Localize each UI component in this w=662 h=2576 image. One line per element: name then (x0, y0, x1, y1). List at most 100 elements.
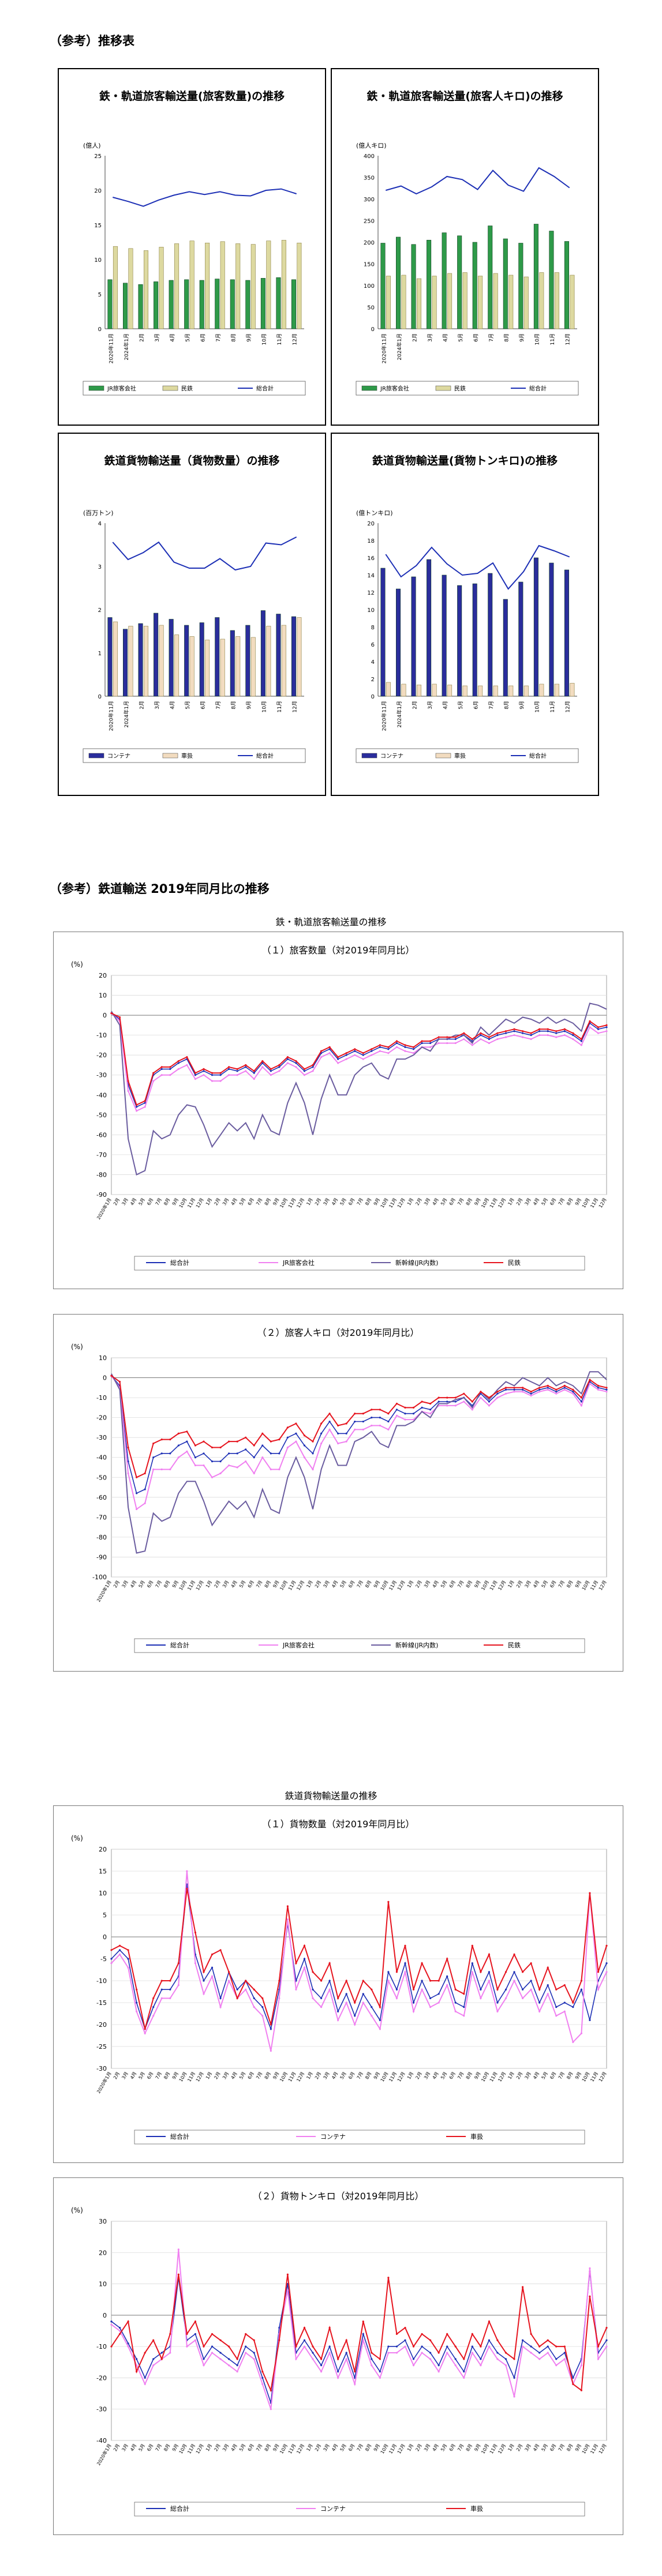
x-tick-label: 8月 (465, 1580, 473, 1589)
series-point (186, 1440, 188, 1443)
x-tick-label: 2月 (213, 2071, 221, 2081)
series-point (345, 1422, 347, 1425)
x-tick-label: 8月 (566, 1580, 574, 1589)
series-point (404, 1418, 406, 1421)
series-point (312, 1066, 314, 1068)
x-tick-label: 4月 (442, 701, 448, 709)
series-point (446, 1042, 448, 1045)
unit-label: (百万トン) (83, 509, 114, 517)
series-point (437, 1042, 440, 1045)
x-tick-label: 5月 (185, 333, 191, 342)
x-tick-label: 3月 (524, 1580, 532, 1589)
series-point (236, 1988, 238, 1991)
series-point (471, 1400, 473, 1403)
x-tick-label: 1月 (205, 1197, 213, 1207)
series-point (437, 1400, 440, 1403)
bar-a (245, 280, 250, 329)
x-tick-label: 10月 (534, 701, 541, 712)
series-line-total (386, 167, 570, 195)
x-tick-label: 3月 (222, 2443, 230, 2453)
y-tick-label: -80 (96, 1171, 107, 1178)
x-tick-label: 3月 (322, 1197, 330, 1207)
series-point (362, 1413, 364, 1415)
x-tick-label: 8月 (231, 701, 237, 709)
y-tick-label: -90 (96, 1553, 107, 1561)
series-point (605, 1024, 608, 1026)
x-tick-label: 7月 (488, 701, 495, 709)
series-point (513, 1034, 515, 1037)
bar-a (245, 625, 250, 697)
series-point (521, 1387, 524, 1389)
x-tick-label: 7月 (155, 1580, 163, 1589)
series-point (538, 1034, 541, 1037)
series-point (278, 1980, 280, 1982)
x-tick-label: 4月 (230, 2071, 238, 2081)
series-point (345, 1052, 347, 1054)
series-point (421, 2333, 423, 2335)
x-tick-label: 7月 (457, 2071, 465, 2081)
bar-a (442, 574, 447, 697)
series-point (421, 2345, 423, 2348)
series-point (362, 2320, 364, 2323)
x-tick-label: 6月 (347, 1197, 356, 1207)
series-point (160, 1452, 163, 1455)
series-point (261, 1062, 264, 1064)
series-point (555, 1036, 558, 1038)
y-tick-label: -50 (96, 1111, 107, 1119)
unit-label: (%) (71, 2206, 83, 2214)
x-tick-label: 9月 (519, 701, 525, 709)
series-line (111, 1375, 607, 1478)
x-tick-label: 4月 (230, 1580, 238, 1589)
x-tick-label: 3月 (222, 1580, 230, 1589)
panel-freight-ton-km: 鉄道貨物輸送量(貨物トンキロ)の推移 (億トンキロ) 0 2 4 6 8 10 12 14 16 1… (331, 433, 599, 796)
series-line (111, 1012, 607, 1112)
series-point (521, 2286, 524, 2288)
series-point (354, 2002, 356, 2004)
series-point (429, 1413, 432, 1415)
series-point (286, 2273, 289, 2275)
bar-a (427, 239, 432, 329)
series-point (328, 1052, 331, 1054)
series-point (412, 1046, 415, 1048)
series-point (295, 1062, 297, 1064)
series-point (513, 2376, 515, 2379)
bar-b (159, 625, 164, 697)
series-point (136, 1103, 138, 1106)
series-point (437, 1993, 440, 1995)
legend-label: コンテナ (320, 2133, 346, 2141)
series-point (203, 2358, 205, 2360)
series-point (136, 1476, 138, 1478)
series-point (395, 1997, 398, 1999)
series-point (429, 1046, 432, 1048)
x-tick-label: 4月 (432, 2071, 440, 2081)
legend-label: 総合計 (170, 2504, 189, 2513)
series-point (194, 1078, 197, 1080)
series-point (152, 2015, 155, 2017)
x-tick-label: 5月 (541, 2443, 549, 2453)
series-point (446, 2345, 448, 2348)
x-tick-label: 10月 (581, 1580, 591, 1591)
chart-passenger-yoy: (%) 20 10 0 -10 -20 -30 -40 -50 -60 -70 -80 -902020年… (71, 960, 608, 1271)
x-tick-label: 6月 (448, 1197, 457, 1207)
x-tick-label: 12月 (598, 1580, 608, 1591)
unit-label: (億トンキロ) (356, 509, 393, 517)
series-point (110, 1375, 113, 1377)
series-point (345, 2339, 347, 2341)
x-tick-label: 6月 (473, 701, 480, 709)
series-point (312, 1468, 314, 1471)
series-point (580, 1988, 582, 1991)
series-point (547, 1034, 549, 1037)
series-point (437, 2364, 440, 2367)
series-point (504, 1032, 507, 1034)
x-tick-label: 2月 (314, 1580, 322, 1589)
y-tick-label: -90 (96, 1191, 107, 1199)
series-point (337, 1997, 339, 1999)
x-tick-label: 7月 (457, 1580, 465, 1589)
series-point (437, 1036, 440, 1038)
series-point (295, 1060, 297, 1062)
series-point (194, 2333, 197, 2335)
bar-a (123, 283, 128, 329)
bar-a (488, 573, 493, 697)
series-point (245, 1070, 247, 1072)
series-point (597, 1384, 600, 1387)
